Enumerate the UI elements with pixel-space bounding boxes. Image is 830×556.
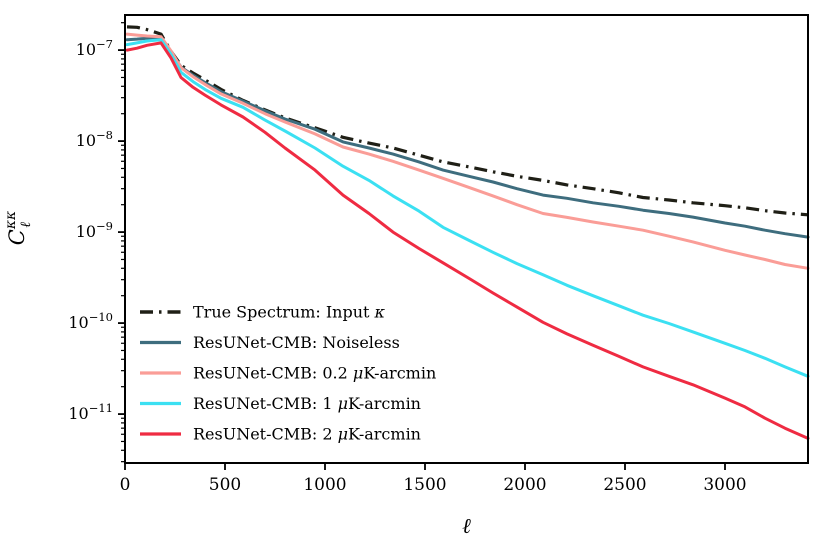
- y-tick-label: 10−8: [76, 128, 113, 150]
- legend-label-true-spectrum: True Spectrum: Input κ: [193, 303, 386, 322]
- legend: True Spectrum: Input κ ResUNet-CMB: Noise…: [140, 303, 436, 444]
- legend-item-noise-2: ResUNet-CMB: 2 μK-arcmin: [140, 425, 421, 444]
- y-axis-label: Cκκℓ: [3, 211, 34, 245]
- x-axis-label: ℓ: [462, 514, 471, 538]
- curve-noise-1: [125, 38, 810, 378]
- curve-noise-2: [125, 41, 810, 440]
- y-tick-label: 10−9: [76, 219, 113, 241]
- x-tick-label: 1000: [303, 475, 346, 495]
- legend-item-noiseless: ResUNet-CMB: Noiseless: [140, 333, 400, 352]
- data-curves: [125, 25, 810, 440]
- x-axis-major-ticks: 0 500 1000 1500 2000 2500 3000: [120, 463, 747, 495]
- curve-noiseless: [125, 35, 810, 239]
- x-tick-label: 500: [209, 475, 241, 495]
- legend-item-noise-0p2: ResUNet-CMB: 0.2 μK-arcmin: [140, 364, 436, 383]
- x-tick-label: 3000: [703, 475, 746, 495]
- curve-noise-0p2: [125, 32, 810, 270]
- plot-frame: [124, 14, 809, 464]
- legend-item-noise-1: ResUNet-CMB: 1 μK-arcmin: [140, 394, 421, 413]
- y-axis-major-ticks: 10−7 10−8 10−9 10−10 10−11: [68, 37, 125, 423]
- legend-item-true-spectrum: True Spectrum: Input κ: [140, 303, 386, 322]
- curve-true-spectrum: [126, 25, 809, 217]
- legend-label-noise-0p2: ResUNet-CMB: 0.2 μK-arcmin: [193, 364, 436, 383]
- legend-label-noise-1: ResUNet-CMB: 1 μK-arcmin: [193, 394, 421, 413]
- x-tick-label: 2500: [603, 475, 646, 495]
- legend-label-noiseless: ResUNet-CMB: Noiseless: [193, 333, 400, 352]
- y-tick-label: 10−10: [68, 310, 113, 332]
- x-tick-label: 0: [120, 475, 131, 495]
- y-tick-label: 10−11: [68, 401, 113, 423]
- legend-label-noise-2: ResUNet-CMB: 2 μK-arcmin: [193, 425, 421, 444]
- x-tick-label: 2000: [503, 475, 546, 495]
- y-tick-label: 10−7: [76, 37, 113, 59]
- x-tick-label: 1500: [403, 475, 446, 495]
